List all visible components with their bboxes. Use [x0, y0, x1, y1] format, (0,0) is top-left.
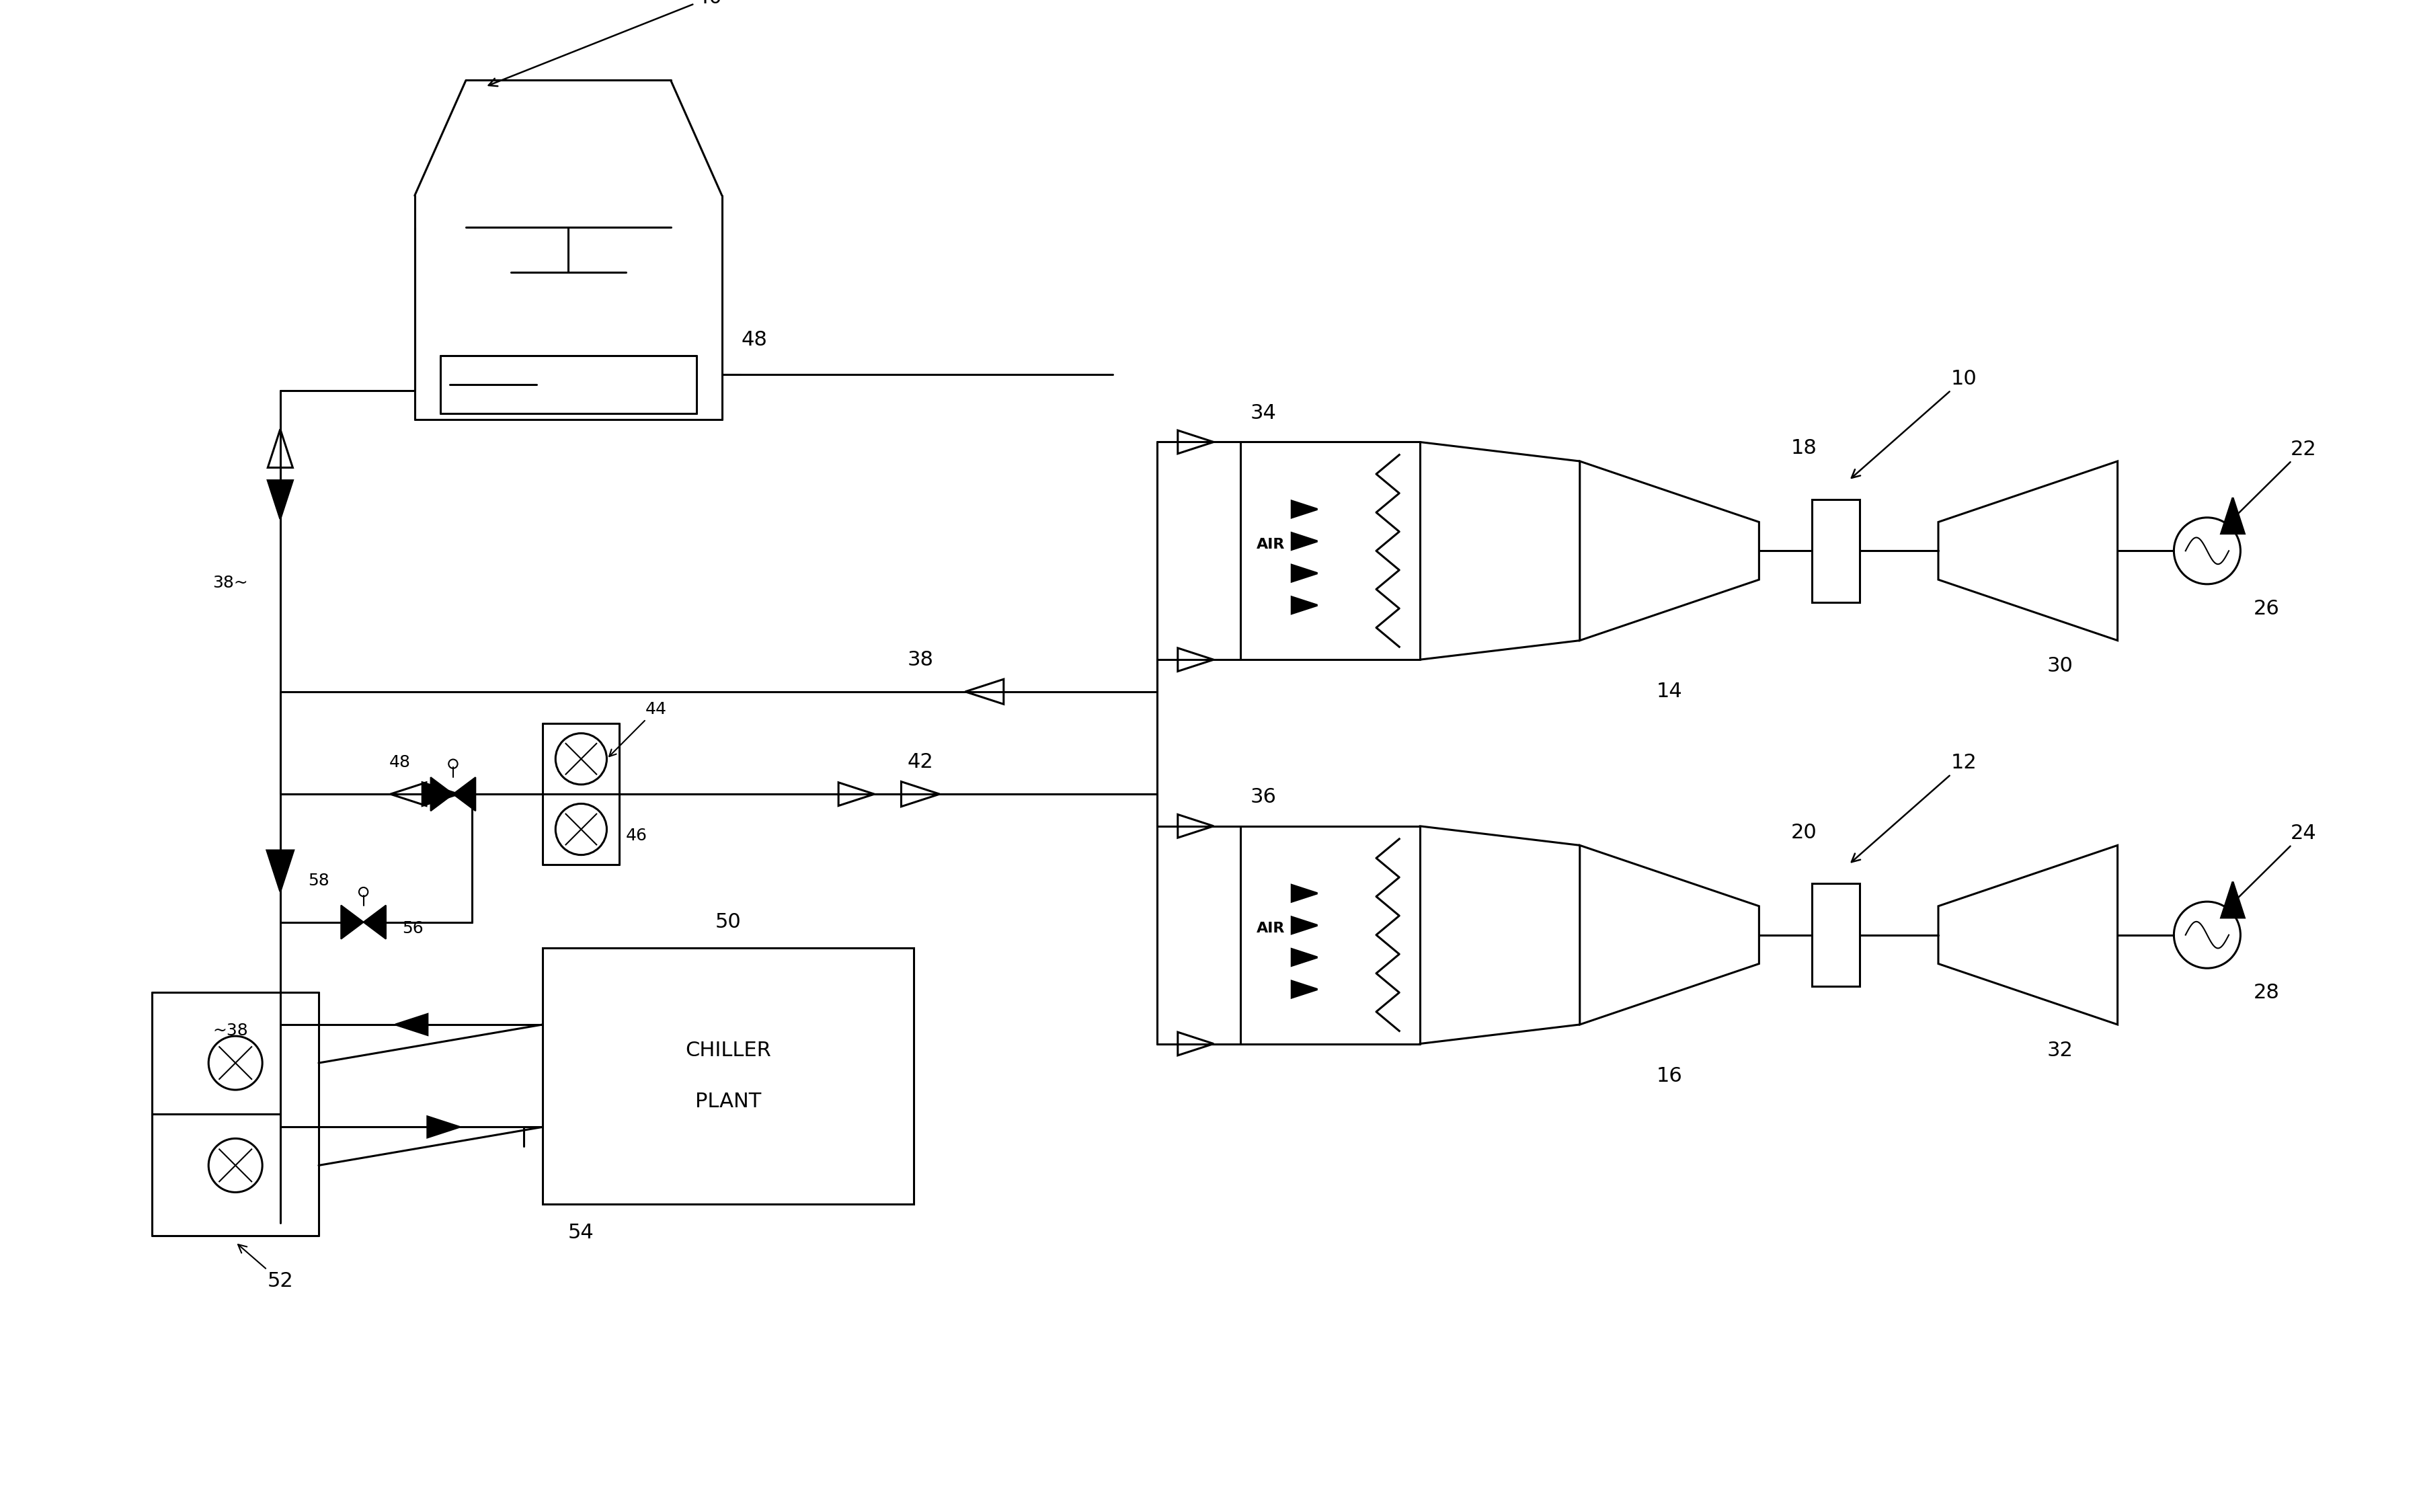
Text: 20: 20: [1791, 823, 1818, 842]
Text: AIR: AIR: [1257, 538, 1286, 552]
Text: 40: 40: [488, 0, 723, 86]
Text: 28: 28: [2253, 983, 2279, 1002]
Text: CHILLER: CHILLER: [686, 1040, 771, 1060]
Text: 48: 48: [742, 330, 766, 349]
Polygon shape: [1291, 532, 1317, 549]
Text: 42: 42: [906, 753, 933, 771]
Text: 48: 48: [389, 754, 411, 770]
Text: 38: 38: [906, 650, 933, 670]
Text: 22: 22: [2228, 440, 2315, 523]
Text: 46: 46: [626, 827, 648, 844]
Text: 16: 16: [1656, 1066, 1682, 1086]
Text: 52: 52: [237, 1244, 292, 1291]
Text: 30: 30: [2047, 656, 2074, 676]
Polygon shape: [363, 906, 387, 939]
Polygon shape: [452, 777, 476, 810]
Text: 10: 10: [1851, 369, 1977, 478]
Text: 14: 14: [1656, 682, 1682, 702]
Text: 32: 32: [2047, 1040, 2074, 1060]
Bar: [1813, 499, 1859, 602]
Text: 58: 58: [307, 872, 329, 889]
Polygon shape: [1291, 597, 1317, 614]
Text: 34: 34: [1250, 404, 1276, 423]
Bar: [544, 948, 914, 1204]
Polygon shape: [430, 777, 452, 810]
Polygon shape: [268, 481, 292, 519]
Text: 36: 36: [1250, 788, 1276, 807]
Polygon shape: [396, 1015, 428, 1034]
Text: PLANT: PLANT: [696, 1092, 761, 1111]
Polygon shape: [2221, 881, 2245, 918]
Polygon shape: [1291, 500, 1317, 517]
Bar: [1813, 883, 1859, 986]
Polygon shape: [428, 1116, 459, 1137]
Text: 44: 44: [609, 702, 667, 756]
Text: 26: 26: [2253, 599, 2279, 618]
Text: 24: 24: [2228, 824, 2315, 907]
Text: 12: 12: [1851, 753, 1977, 862]
Polygon shape: [1291, 565, 1317, 582]
Text: 50: 50: [715, 912, 742, 931]
Polygon shape: [1291, 916, 1317, 933]
Text: 38~: 38~: [213, 575, 249, 591]
Text: 56: 56: [401, 921, 423, 936]
Text: AIR: AIR: [1257, 922, 1286, 936]
Polygon shape: [341, 906, 363, 939]
Polygon shape: [423, 782, 459, 806]
Text: 54: 54: [568, 1223, 595, 1243]
Text: 18: 18: [1791, 438, 1818, 458]
Polygon shape: [1291, 981, 1317, 998]
Polygon shape: [1291, 950, 1317, 966]
Polygon shape: [2221, 497, 2245, 534]
Polygon shape: [266, 850, 292, 892]
Text: ~38: ~38: [213, 1024, 249, 1039]
Polygon shape: [1291, 885, 1317, 901]
